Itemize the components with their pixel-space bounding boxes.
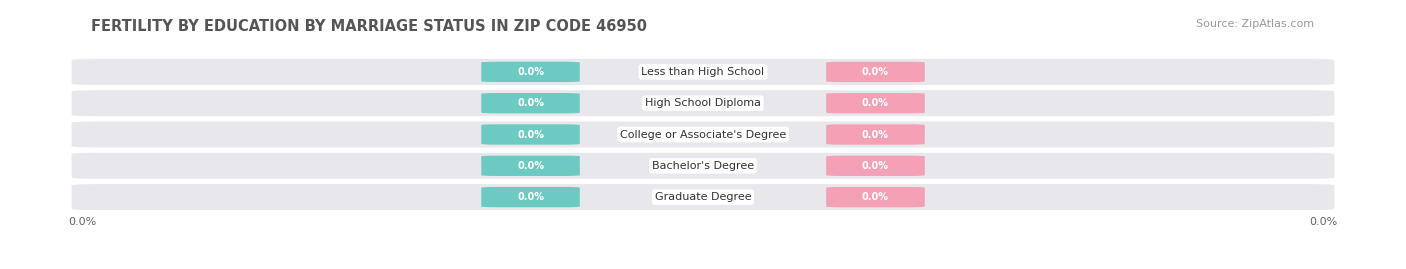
Text: 0.0%: 0.0% — [862, 161, 889, 171]
Text: 0.0%: 0.0% — [862, 129, 889, 140]
Text: 0.0%: 0.0% — [517, 129, 544, 140]
Text: 0.0%: 0.0% — [517, 98, 544, 108]
Text: 0.0%: 0.0% — [862, 192, 889, 202]
FancyBboxPatch shape — [72, 90, 1334, 116]
FancyBboxPatch shape — [827, 124, 925, 145]
Text: Source: ZipAtlas.com: Source: ZipAtlas.com — [1197, 19, 1315, 29]
FancyBboxPatch shape — [72, 184, 1334, 210]
Text: Bachelor's Degree: Bachelor's Degree — [652, 161, 754, 171]
Text: College or Associate's Degree: College or Associate's Degree — [620, 129, 786, 140]
FancyBboxPatch shape — [827, 62, 925, 82]
Legend: Married, Unmarried: Married, Unmarried — [613, 264, 793, 269]
Text: Less than High School: Less than High School — [641, 67, 765, 77]
FancyBboxPatch shape — [827, 187, 925, 207]
FancyBboxPatch shape — [72, 122, 1334, 147]
FancyBboxPatch shape — [827, 156, 925, 176]
FancyBboxPatch shape — [481, 93, 579, 113]
Text: 0.0%: 0.0% — [517, 192, 544, 202]
FancyBboxPatch shape — [827, 93, 925, 113]
FancyBboxPatch shape — [481, 62, 579, 82]
Text: 0.0%: 0.0% — [1309, 217, 1337, 226]
Text: 0.0%: 0.0% — [69, 217, 97, 226]
Text: 0.0%: 0.0% — [862, 67, 889, 77]
Text: Graduate Degree: Graduate Degree — [655, 192, 751, 202]
FancyBboxPatch shape — [72, 59, 1334, 85]
FancyBboxPatch shape — [481, 156, 579, 176]
Text: 0.0%: 0.0% — [517, 67, 544, 77]
FancyBboxPatch shape — [481, 187, 579, 207]
Text: High School Diploma: High School Diploma — [645, 98, 761, 108]
FancyBboxPatch shape — [481, 124, 579, 145]
Text: 0.0%: 0.0% — [517, 161, 544, 171]
Text: 0.0%: 0.0% — [862, 98, 889, 108]
FancyBboxPatch shape — [72, 153, 1334, 179]
Text: FERTILITY BY EDUCATION BY MARRIAGE STATUS IN ZIP CODE 46950: FERTILITY BY EDUCATION BY MARRIAGE STATU… — [91, 19, 647, 34]
